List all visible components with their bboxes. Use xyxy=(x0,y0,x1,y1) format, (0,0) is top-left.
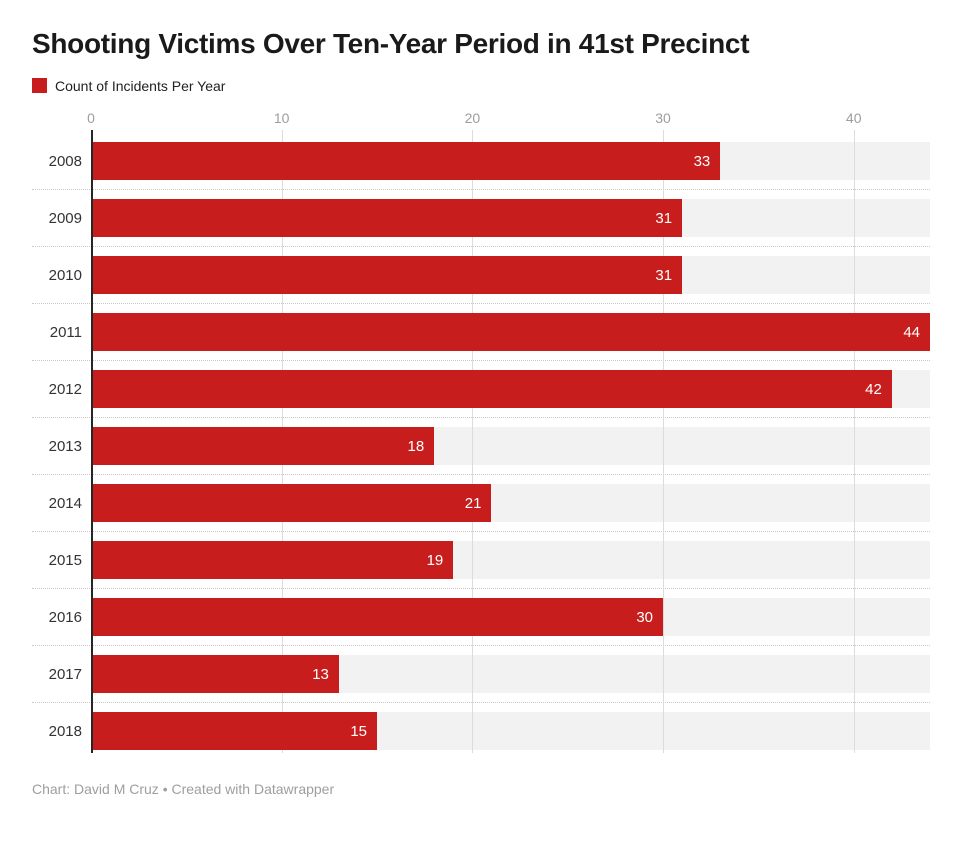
row-separator xyxy=(32,530,930,532)
axis-tick-label: 0 xyxy=(87,109,95,126)
category-label: 2017 xyxy=(48,665,82,683)
bar-value-label: 31 xyxy=(655,209,673,227)
bar-row: 2008 33 xyxy=(32,133,930,190)
bar: 18 xyxy=(91,427,435,466)
row-separator xyxy=(32,245,930,247)
gridline xyxy=(853,129,855,753)
bar-value-label: 44 xyxy=(903,323,920,341)
category-label: 2014 xyxy=(48,494,82,512)
bar: 15 xyxy=(91,712,378,751)
bar-value-label: 21 xyxy=(464,494,482,512)
bar-value-label: 42 xyxy=(865,380,882,398)
axis-tick-label: 30 xyxy=(655,109,671,126)
category-label: 2013 xyxy=(48,437,82,455)
row-separator xyxy=(32,359,930,361)
legend-swatch-icon xyxy=(32,78,47,94)
legend: Count of Incidents Per Year xyxy=(32,78,932,94)
bar: 30 xyxy=(91,598,664,637)
bar: 44 xyxy=(91,313,930,352)
bar-row: 2016 30 xyxy=(32,589,930,646)
bar-value-label: 13 xyxy=(312,665,329,683)
bar-row: 2010 31 xyxy=(32,247,930,304)
axis-baseline xyxy=(91,129,93,753)
category-label: 2010 xyxy=(48,266,82,284)
bar-value-label: 19 xyxy=(426,551,444,569)
bar-value-label: 30 xyxy=(636,608,654,626)
bar-row: 2015 19 xyxy=(32,532,930,589)
bar-row: 2014 21 xyxy=(32,475,930,532)
category-label: 2009 xyxy=(48,209,82,227)
bar-row: 2018 15 xyxy=(49,703,930,760)
bar-row: 2011 44 xyxy=(32,304,930,361)
bar: 33 xyxy=(91,142,721,181)
x-axis: 0 10 20 30 40 xyxy=(87,109,930,133)
bar-row: 2009 31 xyxy=(32,190,930,247)
gridline xyxy=(472,129,474,753)
axis-tick-label: 20 xyxy=(464,109,481,126)
row-separator xyxy=(32,473,930,475)
bar: 31 xyxy=(91,199,683,238)
legend-label: Count of Incidents Per Year xyxy=(55,77,226,94)
axis-tick-label: 10 xyxy=(273,109,290,126)
bar-value-label: 15 xyxy=(350,722,368,740)
bar-value-label: 18 xyxy=(407,437,425,455)
axis-tick-label: 40 xyxy=(845,109,862,126)
bar-value-label: 33 xyxy=(693,152,711,170)
bar: 21 xyxy=(91,484,492,523)
category-label: 2018 xyxy=(48,722,82,740)
row-separator xyxy=(32,701,930,703)
bar: 31 xyxy=(91,256,683,295)
row-separator xyxy=(32,416,930,418)
plot-area: 2008 33 2009 31 2010 31 2011 44 2012 42 2013 18 2014… xyxy=(32,129,930,760)
row-separator xyxy=(32,188,930,190)
bar-row: 2012 42 xyxy=(32,361,930,418)
bar: 19 xyxy=(91,541,454,580)
bar-row: 2013 18 xyxy=(32,418,930,475)
category-label: 2011 xyxy=(49,323,82,341)
chart-title: Shooting Victims Over Ten-Year Period in… xyxy=(32,28,750,59)
category-label: 2016 xyxy=(48,608,82,626)
bar-value-label: 31 xyxy=(655,266,673,284)
category-label: 2012 xyxy=(48,380,82,398)
bar: 42 xyxy=(91,370,892,409)
category-label: 2008 xyxy=(48,152,82,170)
category-label: 2015 xyxy=(48,551,82,569)
row-separator xyxy=(32,302,930,304)
row-separator xyxy=(32,587,930,589)
row-separator xyxy=(32,644,930,646)
bar-row: 2017 13 xyxy=(32,646,930,703)
attribution-footer: Chart: David M Cruz • Created with Dataw… xyxy=(32,780,335,797)
bar: 13 xyxy=(91,655,339,694)
gridline xyxy=(663,129,665,753)
